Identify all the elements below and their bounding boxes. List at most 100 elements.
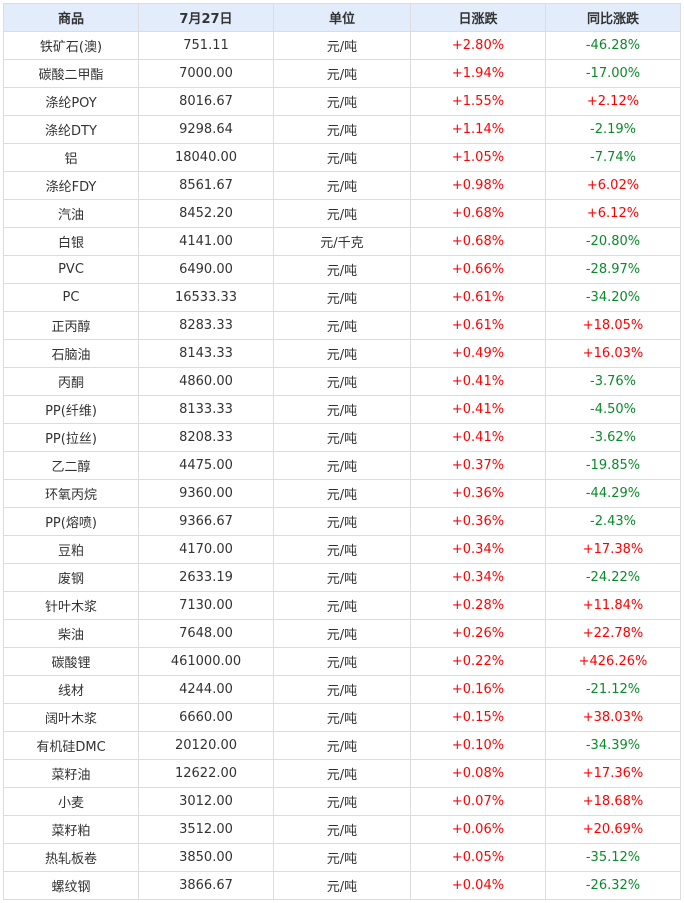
cell-commodity: 涤纶POY — [3, 87, 139, 116]
cell-commodity: 螺纹钢 — [3, 871, 139, 900]
cell-commodity: 正丙醇 — [3, 311, 139, 340]
cell-commodity: 阔叶木浆 — [3, 703, 139, 732]
cell-unit: 元/吨 — [273, 563, 411, 592]
table-row: 柴油 7648.00 元/吨 +0.26% +22.78% — [3, 619, 681, 648]
table-row: PC 16533.33 元/吨 +0.61% -34.20% — [3, 283, 681, 312]
cell-price: 3512.00 — [138, 815, 274, 844]
cell-price: 12622.00 — [138, 759, 274, 788]
cell-unit: 元/吨 — [273, 87, 411, 116]
cell-unit: 元/吨 — [273, 31, 411, 60]
cell-yoy-change: -34.39% — [545, 731, 681, 760]
cell-yoy-change: -3.62% — [545, 423, 681, 452]
cell-commodity: PVC — [3, 255, 139, 284]
cell-commodity: 涤纶DTY — [3, 115, 139, 144]
cell-daily-change: +0.05% — [410, 843, 546, 872]
cell-unit: 元/吨 — [273, 647, 411, 676]
cell-price: 461000.00 — [138, 647, 274, 676]
cell-price: 4170.00 — [138, 535, 274, 564]
cell-unit: 元/吨 — [273, 535, 411, 564]
cell-unit: 元/吨 — [273, 815, 411, 844]
cell-commodity: 碳酸二甲酯 — [3, 59, 139, 88]
cell-daily-change: +0.66% — [410, 255, 546, 284]
cell-price: 4475.00 — [138, 451, 274, 480]
cell-daily-change: +1.55% — [410, 87, 546, 116]
cell-commodity: 热轧板卷 — [3, 843, 139, 872]
cell-price: 751.11 — [138, 31, 274, 60]
cell-daily-change: +0.61% — [410, 311, 546, 340]
cell-unit: 元/吨 — [273, 675, 411, 704]
cell-yoy-change: +17.36% — [545, 759, 681, 788]
cell-daily-change: +0.37% — [410, 451, 546, 480]
cell-daily-change: +0.15% — [410, 703, 546, 732]
cell-unit: 元/吨 — [273, 283, 411, 312]
cell-daily-change: +0.34% — [410, 563, 546, 592]
cell-price: 8208.33 — [138, 423, 274, 452]
cell-unit: 元/吨 — [273, 759, 411, 788]
table-row: 涤纶DTY 9298.64 元/吨 +1.14% -2.19% — [3, 115, 681, 144]
cell-commodity: 碳酸锂 — [3, 647, 139, 676]
cell-daily-change: +0.34% — [410, 535, 546, 564]
cell-commodity: PP(纤维) — [3, 395, 139, 424]
cell-yoy-change: -4.50% — [545, 395, 681, 424]
cell-price: 4244.00 — [138, 675, 274, 704]
cell-commodity: PC — [3, 283, 139, 312]
cell-price: 7648.00 — [138, 619, 274, 648]
cell-yoy-change: +2.12% — [545, 87, 681, 116]
cell-daily-change: +1.05% — [410, 143, 546, 172]
cell-price: 8561.67 — [138, 171, 274, 200]
table-row: 石脑油 8143.33 元/吨 +0.49% +16.03% — [3, 339, 681, 368]
cell-yoy-change: -44.29% — [545, 479, 681, 508]
cell-unit: 元/吨 — [273, 843, 411, 872]
cell-unit: 元/吨 — [273, 171, 411, 200]
cell-daily-change: +0.68% — [410, 199, 546, 228]
cell-daily-change: +0.10% — [410, 731, 546, 760]
cell-yoy-change: -28.97% — [545, 255, 681, 284]
cell-commodity: PP(拉丝) — [3, 423, 139, 452]
table-row: 阔叶木浆 6660.00 元/吨 +0.15% +38.03% — [3, 703, 681, 732]
cell-commodity: 铁矿石(澳) — [3, 31, 139, 60]
cell-price: 18040.00 — [138, 143, 274, 172]
cell-price: 9360.00 — [138, 479, 274, 508]
cell-daily-change: +0.08% — [410, 759, 546, 788]
table-row: 涤纶FDY 8561.67 元/吨 +0.98% +6.02% — [3, 171, 681, 200]
cell-unit: 元/吨 — [273, 703, 411, 732]
table-row: PP(熔喷) 9366.67 元/吨 +0.36% -2.43% — [3, 507, 681, 536]
cell-commodity: 柴油 — [3, 619, 139, 648]
cell-unit: 元/吨 — [273, 479, 411, 508]
cell-yoy-change: +16.03% — [545, 339, 681, 368]
cell-unit: 元/吨 — [273, 591, 411, 620]
cell-daily-change: +0.49% — [410, 339, 546, 368]
cell-commodity: 白银 — [3, 227, 139, 256]
cell-unit: 元/吨 — [273, 255, 411, 284]
cell-price: 9298.64 — [138, 115, 274, 144]
table-row: 铝 18040.00 元/吨 +1.05% -7.74% — [3, 143, 681, 172]
table-row: 丙酮 4860.00 元/吨 +0.41% -3.76% — [3, 367, 681, 396]
cell-commodity: 针叶木浆 — [3, 591, 139, 620]
cell-price: 4860.00 — [138, 367, 274, 396]
cell-daily-change: +0.68% — [410, 227, 546, 256]
table-row: 针叶木浆 7130.00 元/吨 +0.28% +11.84% — [3, 591, 681, 620]
cell-daily-change: +1.14% — [410, 115, 546, 144]
cell-unit: 元/吨 — [273, 367, 411, 396]
cell-price: 4141.00 — [138, 227, 274, 256]
cell-daily-change: +0.98% — [410, 171, 546, 200]
cell-daily-change: +0.28% — [410, 591, 546, 620]
cell-daily-change: +0.07% — [410, 787, 546, 816]
cell-unit: 元/吨 — [273, 339, 411, 368]
table-row: 碳酸二甲酯 7000.00 元/吨 +1.94% -17.00% — [3, 59, 681, 88]
cell-yoy-change: -19.85% — [545, 451, 681, 480]
cell-daily-change: +0.41% — [410, 367, 546, 396]
cell-commodity: 废钢 — [3, 563, 139, 592]
header-yoy-change: 同比涨跌 — [545, 3, 681, 32]
cell-unit: 元/吨 — [273, 199, 411, 228]
cell-yoy-change: -26.32% — [545, 871, 681, 900]
cell-price: 6490.00 — [138, 255, 274, 284]
header-daily-change: 日涨跌 — [410, 3, 546, 32]
cell-yoy-change: +22.78% — [545, 619, 681, 648]
cell-yoy-change: -21.12% — [545, 675, 681, 704]
cell-commodity: 涤纶FDY — [3, 171, 139, 200]
table-row: 汽油 8452.20 元/吨 +0.68% +6.12% — [3, 199, 681, 228]
cell-yoy-change: -24.22% — [545, 563, 681, 592]
table-row: 热轧板卷 3850.00 元/吨 +0.05% -35.12% — [3, 843, 681, 872]
cell-price: 8452.20 — [138, 199, 274, 228]
